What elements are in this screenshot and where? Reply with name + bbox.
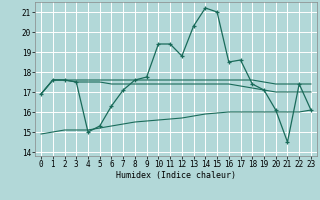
- X-axis label: Humidex (Indice chaleur): Humidex (Indice chaleur): [116, 171, 236, 180]
